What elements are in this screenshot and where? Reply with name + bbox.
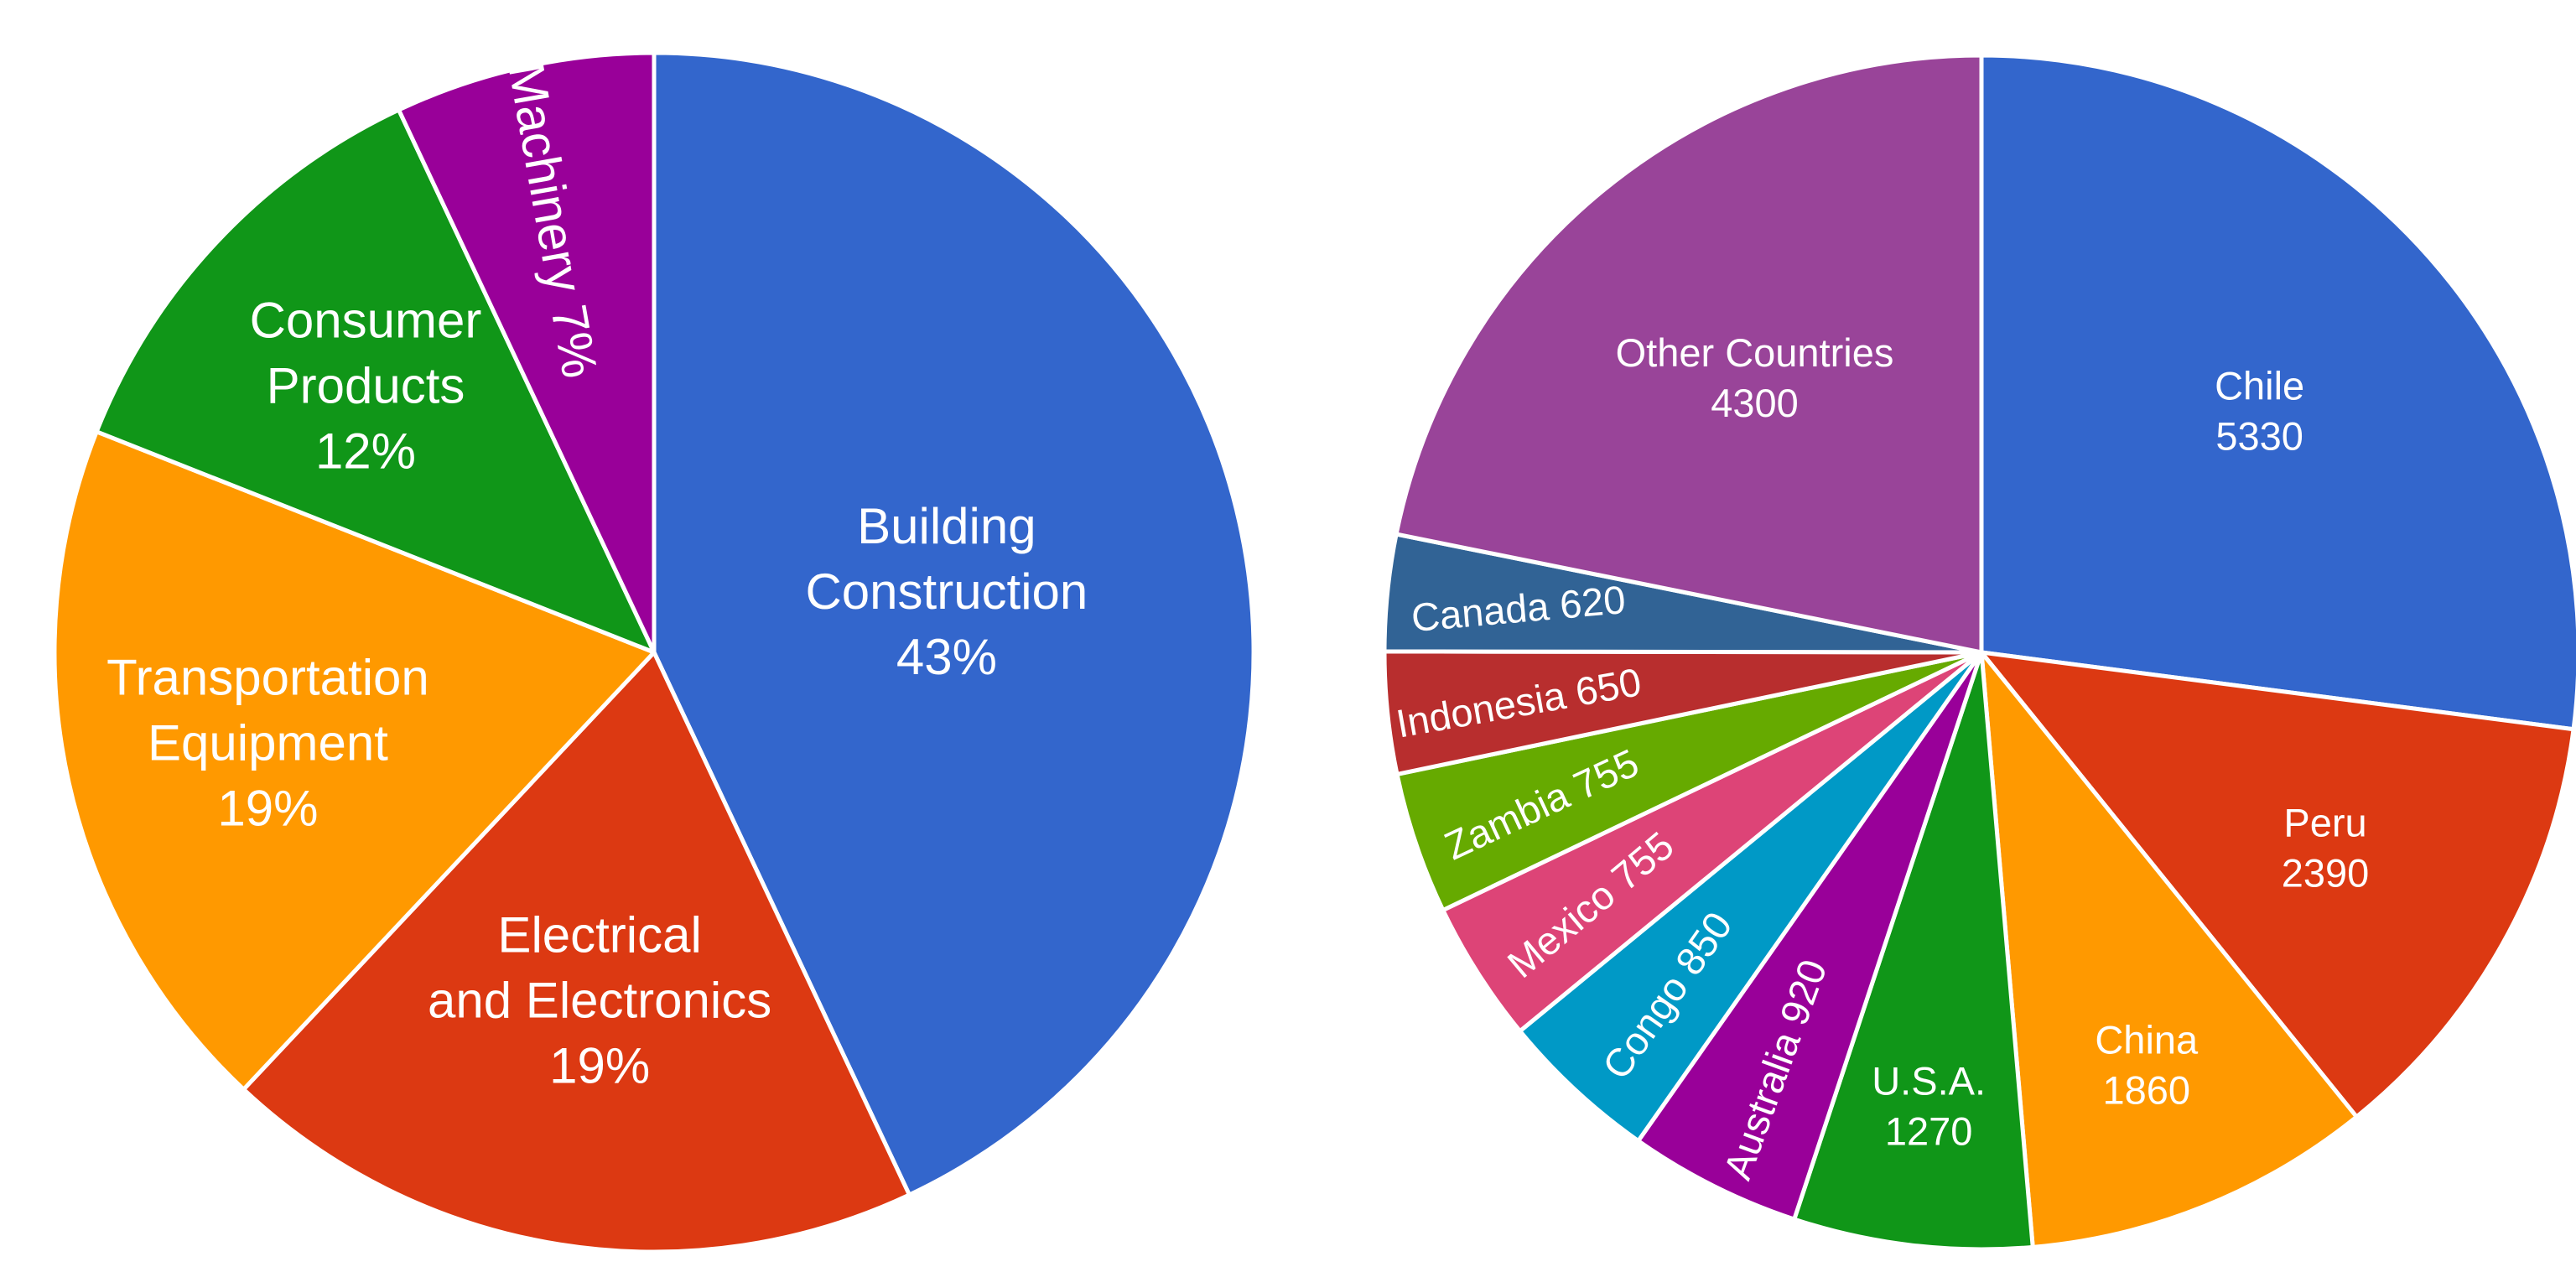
- slice-label-line: Equipment: [148, 715, 388, 771]
- slice-label-line: 5330: [2215, 413, 2303, 458]
- pie-slice-electrical-and-electronics: [242, 650, 911, 1254]
- pie-slice-building-construction: [652, 50, 1256, 1197]
- slice-label-consumer-products: Consumer Products 12%: [250, 293, 482, 480]
- pie-slice-congo: [1518, 650, 1984, 1144]
- slice-label-line: 2390: [2282, 850, 2370, 895]
- slice-label-peru: Peru 2390: [2282, 800, 2370, 895]
- slice-label-line: Other Countries: [1616, 330, 1894, 375]
- slice-label-china: China 1860: [2095, 1018, 2199, 1113]
- slice-label-line: and Electronics: [428, 972, 771, 1028]
- pie-slice-australia: [1636, 650, 1984, 1222]
- pie-slice-consumer-products: [94, 107, 657, 655]
- pie-slice-peru: [1979, 650, 2576, 1119]
- slice-label-line: Consumer: [250, 293, 482, 349]
- slice-label-line: U.S.A.: [1872, 1058, 1986, 1103]
- slice-label-line: Peru: [2283, 800, 2366, 844]
- pie-slice-machinery: [397, 50, 657, 655]
- end-use-pie-chart: Building Construction 43% Electrical and Ele…: [52, 50, 1256, 1254]
- slice-label-line: Construction: [805, 563, 1088, 620]
- pie-slice-chile: [1979, 53, 2576, 732]
- slice-label-line: 12%: [315, 423, 416, 480]
- slice-label-line: 4300: [1711, 381, 1799, 425]
- slice-label-line: Building: [857, 498, 1036, 554]
- slice-label-transportation-equipment: Transportation Equipment 19%: [106, 650, 429, 837]
- slice-label-line: Electrical: [497, 906, 701, 963]
- pie-slice-transportation-equipment: [52, 429, 657, 1092]
- pie-slice-u-s-a: [1792, 650, 2035, 1252]
- slice-label-line: 19%: [217, 781, 318, 837]
- slice-label-chile: Chile 5330: [2215, 363, 2304, 458]
- slice-label-line: Chile: [2215, 363, 2304, 408]
- slice-label-line: 1860: [2102, 1068, 2190, 1113]
- pie-slice-other-countries: [1394, 53, 1984, 655]
- slice-label-line: 43%: [896, 629, 997, 685]
- slice-label-u-s-a: U.S.A. 1270: [1872, 1058, 1986, 1153]
- slice-label-line: Transportation: [106, 650, 429, 706]
- slice-label-building-construction: Building Construction 43%: [805, 498, 1088, 685]
- slice-label-line: 19%: [549, 1037, 650, 1093]
- pie-slice-china: [1979, 650, 2359, 1249]
- slice-label-line: Products: [267, 358, 465, 414]
- slice-label-line: 1270: [1885, 1108, 1973, 1153]
- slice-label-other-countries: Other Countries 4300: [1616, 330, 1894, 425]
- slice-label-line: China: [2095, 1018, 2199, 1062]
- slice-label-electrical-and-electronics: Electrical and Electronics 19%: [428, 906, 771, 1093]
